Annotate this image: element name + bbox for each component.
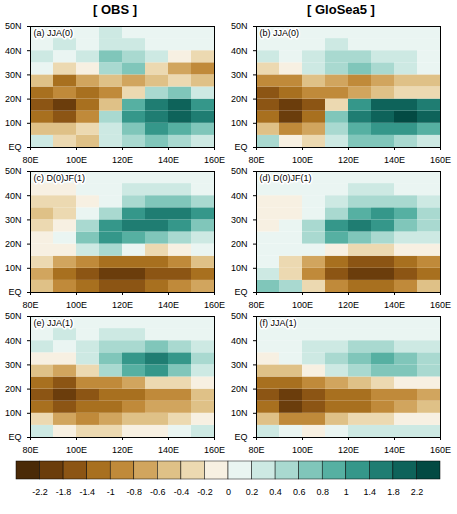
svg-text:EQ: EQ xyxy=(8,142,21,152)
svg-text:100E: 100E xyxy=(66,445,87,455)
svg-text:20N: 20N xyxy=(5,94,22,104)
svg-text:160E: 160E xyxy=(430,445,451,455)
svg-text:160E: 160E xyxy=(204,445,225,455)
svg-text:20N: 20N xyxy=(231,94,248,104)
svg-text:120E: 120E xyxy=(112,300,133,310)
svg-text:40N: 40N xyxy=(231,336,248,346)
svg-text:160E: 160E xyxy=(430,300,451,310)
svg-text:140E: 140E xyxy=(384,445,405,455)
svg-text:40N: 40N xyxy=(231,191,248,201)
svg-text:1.4: 1.4 xyxy=(364,487,377,497)
svg-text:0.4: 0.4 xyxy=(269,487,282,497)
svg-text:1: 1 xyxy=(344,487,349,497)
svg-text:10N: 10N xyxy=(231,408,248,418)
svg-text:30N: 30N xyxy=(5,360,22,370)
svg-text:-0.8: -0.8 xyxy=(127,487,143,497)
svg-text:30N: 30N xyxy=(5,215,22,225)
svg-text:0.2: 0.2 xyxy=(246,487,259,497)
svg-text:0: 0 xyxy=(226,487,231,497)
svg-text:80E: 80E xyxy=(22,300,38,310)
svg-text:30N: 30N xyxy=(231,360,248,370)
svg-text:120E: 120E xyxy=(112,445,133,455)
svg-text:120E: 120E xyxy=(338,445,359,455)
svg-text:20N: 20N xyxy=(231,384,248,394)
svg-text:100E: 100E xyxy=(292,300,313,310)
svg-text:20N: 20N xyxy=(5,384,22,394)
svg-text:10N: 10N xyxy=(5,118,22,128)
svg-text:80E: 80E xyxy=(248,155,264,165)
svg-text:(c) D(0)JF(1): (c) D(0)JF(1) xyxy=(34,173,86,183)
svg-text:50N: 50N xyxy=(5,166,22,176)
svg-text:EQ: EQ xyxy=(8,432,21,442)
svg-text:EQ: EQ xyxy=(234,287,247,297)
svg-text:-0.4: -0.4 xyxy=(174,487,190,497)
svg-text:10N: 10N xyxy=(231,263,248,273)
svg-text:80E: 80E xyxy=(22,445,38,455)
svg-text:-1.8: -1.8 xyxy=(56,487,72,497)
svg-text:-0.2: -0.2 xyxy=(197,487,213,497)
svg-text:10N: 10N xyxy=(5,408,22,418)
svg-text:10N: 10N xyxy=(5,263,22,273)
svg-text:140E: 140E xyxy=(384,155,405,165)
svg-text:80E: 80E xyxy=(248,445,264,455)
svg-text:120E: 120E xyxy=(338,155,359,165)
svg-text:20N: 20N xyxy=(5,239,22,249)
svg-text:EQ: EQ xyxy=(234,432,247,442)
svg-text:160E: 160E xyxy=(204,155,225,165)
svg-text:40N: 40N xyxy=(5,46,22,56)
svg-text:(d) D(0)JF(1): (d) D(0)JF(1) xyxy=(260,173,312,183)
svg-text:40N: 40N xyxy=(231,46,248,56)
svg-text:80E: 80E xyxy=(248,300,264,310)
svg-text:-1: -1 xyxy=(107,487,115,497)
svg-text:100E: 100E xyxy=(66,300,87,310)
svg-text:10N: 10N xyxy=(231,118,248,128)
svg-text:-1.4: -1.4 xyxy=(79,487,95,497)
svg-text:30N: 30N xyxy=(5,70,22,80)
svg-text:120E: 120E xyxy=(112,155,133,165)
svg-text:30N: 30N xyxy=(231,215,248,225)
svg-text:50N: 50N xyxy=(231,166,248,176)
svg-text:50N: 50N xyxy=(231,311,248,321)
svg-text:160E: 160E xyxy=(430,155,451,165)
svg-text:-0.6: -0.6 xyxy=(150,487,166,497)
svg-text:120E: 120E xyxy=(338,300,359,310)
svg-text:100E: 100E xyxy=(66,155,87,165)
svg-text:50N: 50N xyxy=(5,311,22,321)
svg-text:50N: 50N xyxy=(231,21,248,31)
html-text:[ OBS ]: [ OBS ] xyxy=(93,2,137,17)
svg-text:80E: 80E xyxy=(22,155,38,165)
svg-text:100E: 100E xyxy=(292,155,313,165)
svg-text:100E: 100E xyxy=(292,445,313,455)
svg-text:140E: 140E xyxy=(384,300,405,310)
svg-text:140E: 140E xyxy=(158,445,179,455)
svg-text:(b) JJA(0): (b) JJA(0) xyxy=(260,28,300,38)
svg-text:40N: 40N xyxy=(5,191,22,201)
svg-text:EQ: EQ xyxy=(8,287,21,297)
svg-text:(e) JJA(1): (e) JJA(1) xyxy=(34,318,74,328)
svg-text:40N: 40N xyxy=(5,336,22,346)
html-text:[ GloSea5 ]: [ GloSea5 ] xyxy=(307,2,375,17)
svg-text:160E: 160E xyxy=(204,300,225,310)
svg-text:50N: 50N xyxy=(5,21,22,31)
svg-text:-2.2: -2.2 xyxy=(32,487,48,497)
svg-text:20N: 20N xyxy=(231,239,248,249)
svg-text:140E: 140E xyxy=(158,300,179,310)
svg-text:EQ: EQ xyxy=(234,142,247,152)
svg-text:30N: 30N xyxy=(231,70,248,80)
svg-text:2.2: 2.2 xyxy=(411,487,424,497)
svg-text:(a) JJA(0): (a) JJA(0) xyxy=(34,28,74,38)
svg-text:0.8: 0.8 xyxy=(316,487,329,497)
svg-text:1.8: 1.8 xyxy=(387,487,400,497)
svg-text:(f) JJA(1): (f) JJA(1) xyxy=(260,318,297,328)
svg-text:0.6: 0.6 xyxy=(293,487,306,497)
svg-text:140E: 140E xyxy=(158,155,179,165)
